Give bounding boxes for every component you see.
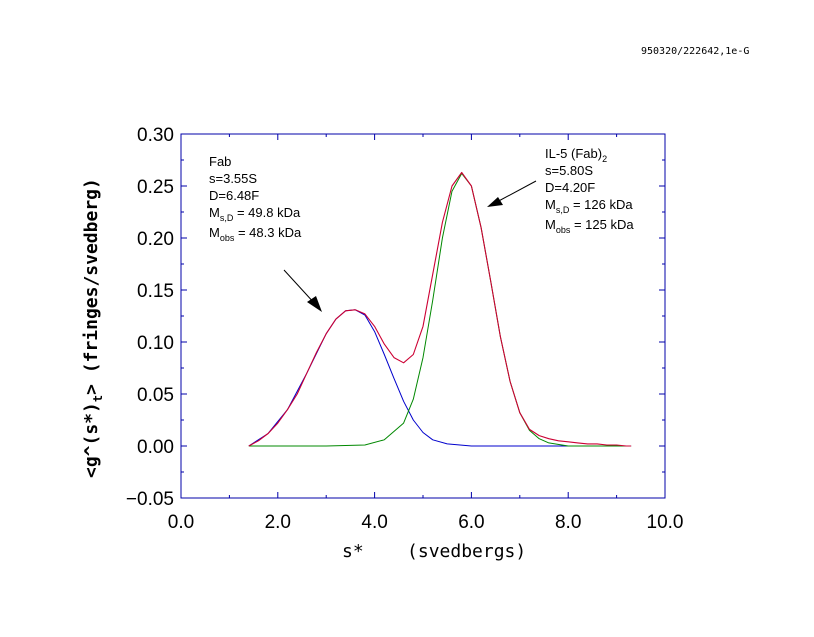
il5-line-post: = 125 kDa xyxy=(570,217,634,232)
y-tick-label: 0.05 xyxy=(137,385,174,406)
il5-line: IL-5 (Fab) xyxy=(545,146,602,161)
il5-line-post: = 126 kDa xyxy=(569,197,633,212)
y-axis-title-pre: <g^(s*) xyxy=(81,402,102,478)
arrow-il5 xyxy=(487,180,537,207)
x-tick-label: 2.0 xyxy=(265,512,291,533)
y-tick-label: 0.15 xyxy=(137,281,174,302)
y-tick-labels: 0.30 0.25 0.20 0.15 0.10 0.05 0.00 −0.05 xyxy=(126,125,174,510)
fab-line: M xyxy=(209,205,220,220)
y-tick-label: 0.00 xyxy=(137,437,174,458)
y-tick-label: 0.10 xyxy=(137,333,174,354)
series-layer xyxy=(248,171,632,447)
series-line xyxy=(248,171,632,447)
fab-line: M xyxy=(209,225,220,240)
y-tick-label: 0.30 xyxy=(137,125,174,146)
x-tick-label: 6.0 xyxy=(458,512,484,533)
il5-line-sub: obs xyxy=(556,225,571,235)
x-tick-label: 4.0 xyxy=(361,512,387,533)
y-axis-title-post: > (fringes/svedberg) xyxy=(81,178,102,395)
arrow-fab xyxy=(283,269,322,312)
x-tick-label: 10.0 xyxy=(647,512,684,533)
header-text: 950320/222642,1e-G xyxy=(641,46,749,57)
y-axis-title-sub: t xyxy=(91,395,105,402)
x-tick-label: 8.0 xyxy=(555,512,581,533)
series-line xyxy=(248,173,632,447)
fab-line-post: = 49.8 kDa xyxy=(233,205,301,220)
y-axis-title: <g^(s*)t> (fringes/svedberg) xyxy=(81,178,105,478)
fab-line: D=6.48F xyxy=(209,188,259,203)
series-line xyxy=(248,309,632,447)
il5-line: M xyxy=(545,217,556,232)
x-tick-labels: 0.0 2.0 4.0 6.0 8.0 10.0 xyxy=(168,512,684,533)
y-tick-label: 0.25 xyxy=(137,177,174,198)
x-tick-label: 0.0 xyxy=(168,512,194,533)
il5-line: s=5.80S xyxy=(545,163,593,178)
fab-line-sub: s,D xyxy=(220,213,234,223)
axis-ticks xyxy=(180,133,666,499)
fab-line: s=3.55S xyxy=(209,171,257,186)
il5-line: M xyxy=(545,197,556,212)
il5-line: D=4.20F xyxy=(545,180,595,195)
fab-line-sub: obs xyxy=(220,233,235,243)
annotation-fab: Fab s=3.55S D=6.48F Ms,D = 49.8 kDa Mobs… xyxy=(209,154,304,243)
y-tick-label: −0.05 xyxy=(126,489,174,510)
il5-line-sub: 2 xyxy=(602,154,607,164)
il5-line-sub: s,D xyxy=(556,205,570,215)
fab-line: Fab xyxy=(209,154,231,169)
x-axis-title: s* (svedbergs) xyxy=(342,541,526,562)
fab-line-post: = 48.3 kDa xyxy=(234,225,302,240)
y-tick-label: 0.20 xyxy=(137,229,174,250)
annotation-il5: IL-5 (Fab)2 s=5.80S D=4.20F Ms,D = 126 k… xyxy=(545,146,636,235)
